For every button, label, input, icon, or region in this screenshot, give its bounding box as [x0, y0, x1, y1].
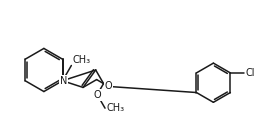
- Text: O: O: [93, 90, 101, 100]
- Text: Cl: Cl: [245, 68, 255, 78]
- Text: CH₃: CH₃: [72, 55, 90, 64]
- Text: O: O: [105, 81, 112, 91]
- Text: N: N: [60, 76, 67, 86]
- Text: CH₃: CH₃: [107, 103, 125, 113]
